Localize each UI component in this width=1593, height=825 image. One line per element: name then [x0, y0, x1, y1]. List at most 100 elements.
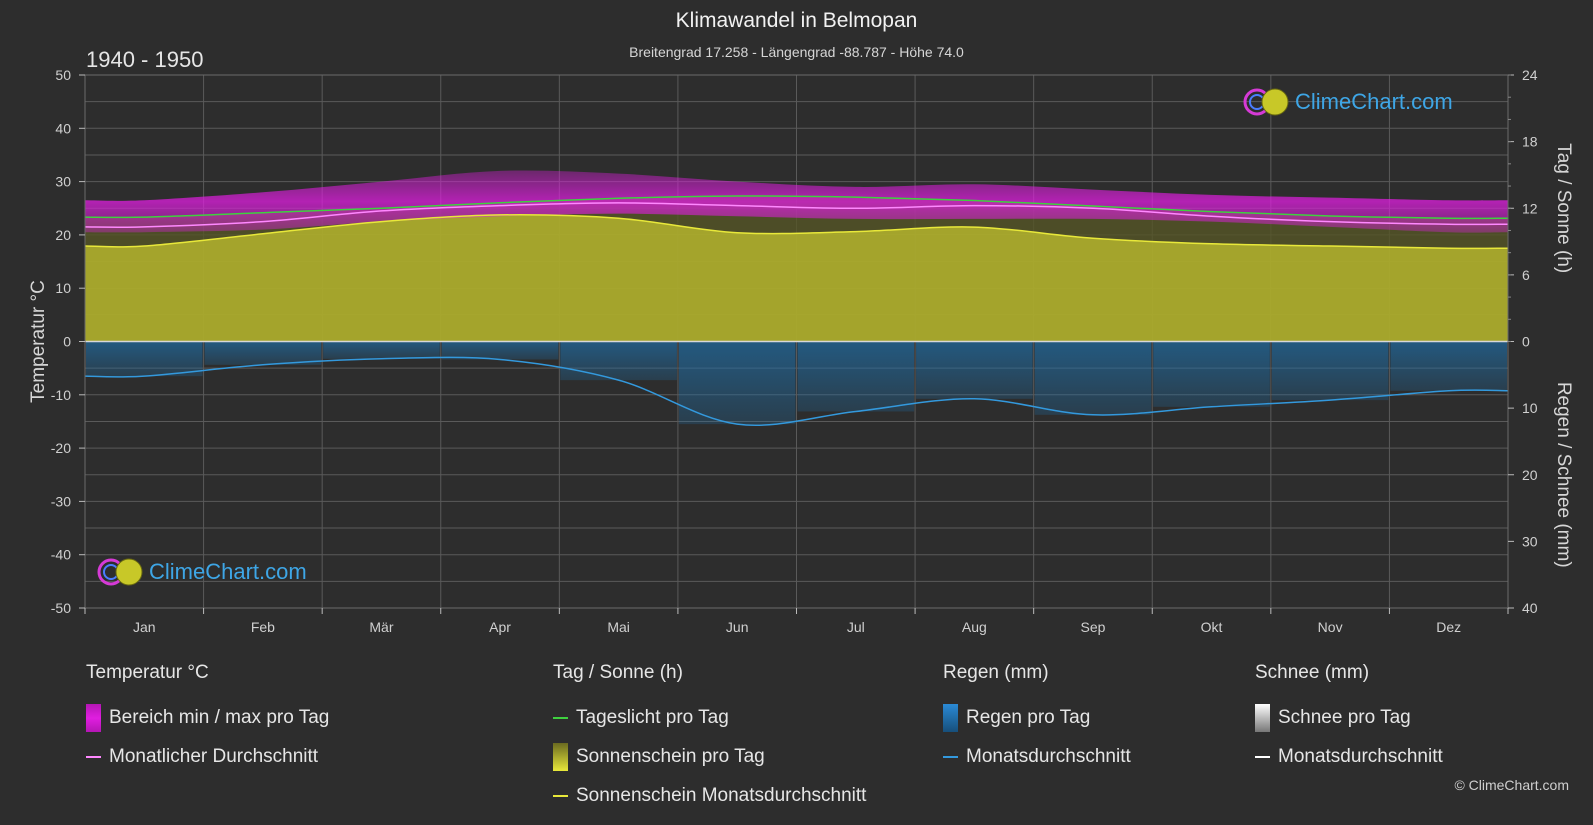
legend: Temperatur °C Bereich min / max pro Tag …: [0, 662, 1593, 806]
logo-globe-icon: [97, 558, 143, 586]
legend-item: Schnee pro Tag: [1255, 698, 1443, 737]
chart-subtitle: Breitengrad 17.258 - Längengrad -88.787 …: [629, 44, 964, 60]
legend-item: Monatlicher Durchschnitt: [86, 737, 329, 776]
rain-bar: [1153, 341, 1270, 407]
month-label: Sep: [1080, 619, 1105, 635]
tick-label-left: -50: [51, 600, 71, 616]
chart-title: Klimawandel in Belmopan: [675, 9, 918, 32]
tick-label-left: 30: [55, 174, 71, 190]
tick-label-right-top: 6: [1522, 267, 1530, 283]
logo-text: ClimeChart.com: [149, 559, 307, 584]
tick-label-left: 40: [55, 120, 71, 136]
legend-label: Sonnenschein Monatsdurchschnitt: [576, 784, 867, 806]
axis-title-right-top: Tag / Sonne (h): [1553, 143, 1574, 273]
month-label: Aug: [962, 619, 987, 635]
tick-label-right-bottom: 10: [1522, 400, 1538, 416]
lines-layer: [84, 195, 1509, 427]
month-label: Jul: [847, 619, 865, 635]
swatch-temp-avg: [86, 755, 101, 758]
legend-label: Monatlicher Durchschnitt: [109, 745, 319, 767]
rain-layer: [86, 341, 1507, 425]
legend-label: Bereich min / max pro Tag: [109, 706, 330, 728]
sunshine-area: [85, 214, 1508, 342]
rain-bar: [1034, 341, 1152, 415]
month-label: Mär: [369, 619, 393, 635]
sunshine-layer: [85, 195, 1508, 342]
month-label: Jan: [133, 619, 156, 635]
rain-bar: [1390, 341, 1507, 391]
rain-bar: [916, 341, 1033, 399]
month-label: Nov: [1318, 619, 1343, 635]
tick-label-right-top: 0: [1522, 334, 1530, 350]
month-label: Okt: [1201, 619, 1223, 635]
rain-bar: [678, 341, 796, 425]
rain-bar: [323, 341, 440, 359]
sunshine-avg-line: [84, 214, 1509, 250]
tick-label-right-bottom: 20: [1522, 467, 1538, 483]
axis-title-right-bottom: Regen / Schnee (mm): [1553, 382, 1574, 568]
rain-bar: [797, 341, 915, 412]
month-label: Feb: [251, 619, 275, 635]
rain-bar: [560, 341, 677, 381]
legend-rain: Regen (mm) Regen pro Tag Monatsdurchschn…: [943, 662, 1131, 776]
legend-item: Bereich min / max pro Tag: [86, 698, 329, 737]
rain-avg-line: [84, 356, 1509, 427]
month-label: Jun: [726, 619, 749, 635]
legend-temperature: Temperatur °C Bereich min / max pro Tag …: [86, 662, 329, 776]
legend-rain-title: Regen (mm): [943, 662, 1049, 683]
tick-label-right-top: 18: [1522, 134, 1538, 150]
tick-label-right-top: 24: [1522, 67, 1538, 83]
tick-label-left: -10: [51, 387, 71, 403]
tick-label-right-bottom: 40: [1522, 600, 1538, 616]
legend-label: Regen pro Tag: [966, 706, 1091, 728]
legend-sun: Tag / Sonne (h) Tageslicht pro Tag Sonne…: [553, 662, 866, 815]
legend-item: Tageslicht pro Tag: [553, 698, 866, 737]
month-label: Dez: [1436, 619, 1461, 635]
temperature-avg-line: [84, 202, 1509, 229]
swatch-sunshine-avg: [553, 794, 568, 797]
tick-label-left: -40: [51, 547, 71, 563]
tick-label-left: -30: [51, 493, 71, 509]
rain-bar: [86, 341, 203, 377]
rain-bar: [441, 341, 559, 360]
legend-label: Monatsdurchschnitt: [966, 745, 1131, 767]
legend-label: Sonnenschein pro Tag: [576, 745, 765, 767]
legend-item: Regen pro Tag: [943, 698, 1131, 737]
swatch-sunshine: [553, 742, 568, 771]
legend-label: Tageslicht pro Tag: [576, 706, 729, 728]
legend-item: Sonnenschein pro Tag: [553, 737, 866, 776]
logo-top[interactable]: ClimeChart.com: [1243, 86, 1453, 118]
swatch-rain-avg: [943, 755, 958, 758]
tick-label-left: 20: [55, 227, 71, 243]
legend-snow: Schnee (mm) Schnee pro Tag Monatsdurchsc…: [1255, 662, 1443, 776]
swatch-snow: [1255, 703, 1270, 732]
axis-title-left: Temperatur °C: [28, 280, 49, 403]
tick-label-right-top: 12: [1522, 200, 1538, 216]
tick-label-left: -20: [51, 440, 71, 456]
period-label: 1940 - 1950: [86, 47, 204, 72]
tick-label-left: 10: [55, 280, 71, 296]
logo-text: ClimeChart.com: [1295, 89, 1453, 114]
legend-temperature-title: Temperatur °C: [86, 662, 209, 683]
rain-bar: [1271, 341, 1389, 401]
legend-sun-title: Tag / Sonne (h): [553, 662, 683, 683]
month-label: Mai: [607, 619, 630, 635]
tick-label-left: 0: [63, 334, 71, 350]
legend-item: Sonnenschein Monatsdurchschnitt: [553, 776, 866, 815]
rain-bar: [204, 341, 322, 365]
tick-label-left: 50: [55, 67, 71, 83]
legend-label: Monatsdurchschnitt: [1278, 745, 1443, 767]
legend-snow-title: Schnee (mm): [1255, 662, 1370, 683]
swatch-daylight: [553, 716, 568, 719]
logo-bottom[interactable]: ClimeChart.com: [97, 556, 307, 588]
month-label: Apr: [489, 619, 511, 635]
daylight-line: [84, 195, 1509, 220]
swatch-temp-range: [86, 703, 101, 732]
climate-chart: 50 40 30 20 10 0 -10 -20 -30 -40 -50 24 18 12 6 0 10 20 30…: [28, 67, 1574, 635]
legend-item: Monatsdurchschnitt: [1255, 737, 1443, 776]
copyright: © ClimeChart.com: [1454, 777, 1569, 793]
swatch-snow-avg: [1255, 755, 1270, 758]
logo-globe-icon: [1243, 88, 1289, 116]
swatch-rain: [943, 703, 958, 732]
legend-item: Monatsdurchschnitt: [943, 737, 1131, 776]
